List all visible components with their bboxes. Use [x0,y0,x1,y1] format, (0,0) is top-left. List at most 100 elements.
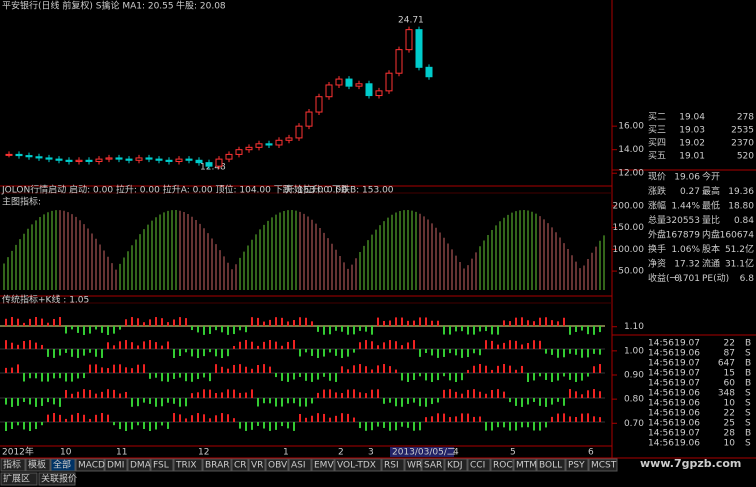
quote-value: 1.06% [671,245,700,255]
book-price: 19.02 [679,139,705,149]
tab-label[interactable]: 扩展区 [3,473,30,485]
tab-label[interactable]: BRAR [205,461,229,471]
tab-label[interactable]: 关联报价 [41,473,77,485]
date-label: 4 [453,448,459,458]
tab[interactable] [0,472,38,486]
tab[interactable] [404,458,422,472]
y-tick-label: 150.00 [613,223,645,233]
tab-label[interactable]: MACD [78,461,105,471]
trade-price: 19.07 [674,359,700,369]
tab-label[interactable]: DMA [130,461,152,471]
y-tick-label: 1.00 [624,346,644,356]
trade-price: 19.06 [674,409,700,419]
date-label: 11 [116,448,127,458]
trade-time: 14:56 [648,369,674,379]
tab[interactable] [38,472,76,486]
y-tick-label: 100.00 [613,245,645,255]
quote-value: 320553 [666,216,700,226]
tab[interactable] [513,458,537,472]
tab[interactable] [311,458,335,472]
tab[interactable] [0,458,26,472]
tab-label[interactable]: EMV [314,461,334,471]
tab-label[interactable]: ROC [493,461,513,471]
tab-label[interactable]: FSL [153,461,169,471]
tab[interactable] [490,458,514,472]
quote-value: 31.1亿 [725,258,754,270]
trade-time: 14:56 [648,399,674,409]
tab-label[interactable]: BOLL [539,461,562,471]
indicator-note: 主图指标: [2,196,41,208]
candle [295,125,303,139]
candle [335,78,343,86]
tab-label[interactable]: RSI [384,461,399,471]
book-price: 19.01 [679,152,705,162]
tab-label[interactable]: PSY [568,461,585,471]
trade-side: S [745,439,751,449]
candle [235,149,243,155]
candle [115,157,123,160]
indicator-header: 传统指标+K线 : 1.05 [2,294,89,306]
tab-label[interactable]: MTM [516,461,537,471]
indicator-header: 开始拉升: 0.00 [285,184,347,196]
trade-volume: 22 [724,409,735,419]
trade-time: 14:56 [648,389,674,399]
tab[interactable] [565,458,589,472]
quote-label: 今开 [702,171,720,183]
trade-volume: 25 [724,419,735,429]
tab-label[interactable]: KDJ [447,461,463,471]
tab[interactable] [381,458,405,472]
tab[interactable] [334,458,382,472]
tab-label[interactable]: DMI [107,461,124,471]
trade-price: 19.07 [674,429,700,439]
trade-volume: 60 [724,379,736,389]
tab-label[interactable]: CCI [470,461,485,471]
tab[interactable] [536,458,566,472]
quote-value: 19.06 [674,173,700,183]
date-label: 3 [368,448,374,458]
trade-volume: 28 [724,429,736,439]
tab-label[interactable]: 模板 [28,459,46,471]
tab[interactable] [444,458,468,472]
tab[interactable] [202,458,232,472]
tab[interactable] [127,458,151,472]
trade-side: B [745,369,751,379]
trade-price: 19.06 [674,349,700,359]
tab[interactable] [173,458,203,472]
tab[interactable] [25,458,51,472]
layer: 16.00 14.00 12.00 200.00 150.00 100.00 50.00 1.… [0,26,755,486]
tab-label[interactable]: 全部 [53,459,71,471]
tab-label[interactable]: CR [234,461,247,471]
tab[interactable] [421,458,445,472]
tab-label[interactable]: ASI [291,461,306,471]
tab[interactable] [265,458,289,472]
tab-label[interactable]: 指标 [3,459,21,471]
tab[interactable] [248,458,266,472]
tab-label[interactable]: SAR [424,461,442,471]
tab-label[interactable]: MCST [591,461,617,471]
trade-volume: 10 [724,399,736,409]
tab-label[interactable]: TRIX [175,461,197,471]
tab[interactable] [150,458,174,472]
tab[interactable] [467,458,491,472]
date-label: 2012年 [2,446,34,458]
tab-label[interactable]: VOL-TDX [337,461,376,471]
trade-price: 19.07 [674,339,700,349]
quote-label: 最高 [702,185,720,197]
tab[interactable] [288,458,312,472]
trade-time: 14:56 [648,379,674,389]
tab-label[interactable]: WR [407,461,422,471]
tab[interactable] [50,458,76,472]
date-label: 2013/03/05/二 [392,448,456,458]
trade-time: 14:56 [648,359,674,369]
tab-label[interactable]: VR [251,461,263,471]
tab[interactable] [104,458,128,472]
quote-label: PE(动) [702,273,729,284]
tab[interactable] [588,458,618,472]
tab-label[interactable]: OBV [268,461,288,471]
quote-value: 6.8 [740,274,755,284]
tab[interactable] [75,458,105,472]
tab[interactable] [231,458,249,472]
trade-side: S [745,389,751,399]
book-label: 买三 [648,125,666,136]
